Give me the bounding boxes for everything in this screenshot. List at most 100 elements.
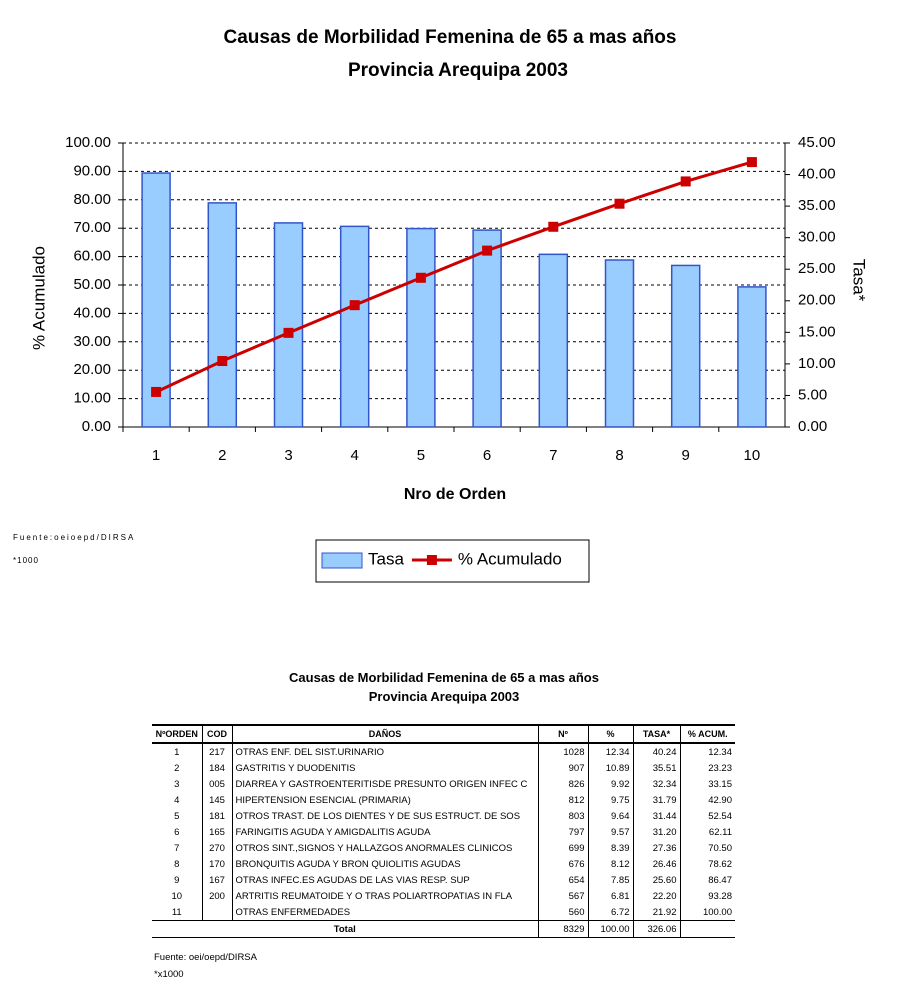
bar — [273, 222, 304, 428]
bar — [604, 259, 635, 428]
line-marker — [548, 221, 559, 232]
data-table: NºORDEN COD DAÑOS Nº% TASA*% ACUM. 1 217 OTRAS… — [152, 724, 735, 938]
y-tick-label: 20.00 — [73, 361, 111, 378]
table-cell: 12.34 — [679, 743, 735, 760]
y2-tick-label: 15.00 — [798, 323, 836, 340]
table-cell: 8.12 — [587, 856, 633, 872]
line-marker — [151, 386, 162, 397]
table-cell: 78.62 — [679, 856, 735, 872]
y2-tick-label: 5.00 — [798, 386, 827, 403]
y-tick-label: 50.00 — [73, 276, 111, 293]
table-title: Causas de Morbilidad Femenina de 65 a ma… — [289, 670, 599, 685]
bar — [538, 253, 569, 428]
table-cell: BRONQUITIS AGUDA Y BRON QUIOLITIS AGUDAS — [231, 856, 538, 872]
table-cell: 6.72 — [587, 904, 633, 921]
legend-label: Tasa — [368, 549, 404, 568]
table-cell: 145 — [201, 792, 232, 808]
header-cell: % — [587, 724, 633, 744]
table-cell: 005 — [201, 776, 232, 792]
table-cell: OTRAS ENF. DEL SIST.URINARIO — [231, 743, 538, 760]
bar — [670, 264, 701, 428]
table-cell: 907 — [537, 760, 588, 776]
table-cell: 23.23 — [679, 760, 735, 776]
table-cell: 7.85 — [587, 872, 633, 888]
table-cell: 62.11 — [679, 824, 735, 840]
total-cell: 326.06 — [632, 920, 680, 938]
table-cell: 654 — [537, 872, 588, 888]
chart-subtitle: Provincia Arequipa 2003 — [348, 60, 568, 81]
table-cell: 4 — [174, 794, 180, 806]
table-cell: 699 — [537, 840, 588, 856]
table-cell: 31.44 — [632, 808, 680, 824]
table-cell: 2 — [174, 762, 180, 774]
table-cell: 40.24 — [632, 743, 680, 760]
legend-label: % Acumulado — [458, 549, 562, 568]
table-cell: GASTRITIS Y DUODENITIS — [231, 760, 538, 776]
footnote: Fuente:oeioepd/DIRSA — [13, 533, 135, 542]
table-cell: 826 — [537, 776, 588, 792]
table-cell: 10 — [171, 890, 183, 902]
table-cell — [201, 904, 232, 921]
total-cell — [679, 920, 735, 938]
table-cell: 812 — [537, 792, 588, 808]
table-cell: 8 — [174, 858, 180, 870]
line-marker — [349, 300, 360, 311]
table-cell: 165 — [201, 824, 232, 840]
table-cell: 70.50 — [679, 840, 735, 856]
table-cell: 1 — [174, 746, 180, 758]
header-cell: NºORDEN — [152, 724, 202, 744]
table-cell: 560 — [537, 904, 588, 921]
table-cell: 567 — [537, 888, 588, 904]
table-cell: 7 — [174, 842, 180, 854]
table-cell: 9 — [174, 874, 180, 886]
y-tick-label: 70.00 — [73, 219, 111, 236]
table-cell: 5 — [174, 810, 180, 822]
table-cell: 803 — [537, 808, 588, 824]
header-cell: COD — [201, 724, 232, 744]
x-tick-label: 10 — [744, 447, 761, 464]
table-cell: 26.46 — [632, 856, 680, 872]
x-tick-label: 7 — [549, 447, 557, 464]
legend-swatch — [426, 555, 437, 565]
table-cell: 9.92 — [587, 776, 633, 792]
bar — [141, 172, 171, 428]
y2-tick-label: 0.00 — [798, 418, 827, 435]
y2-tick-label: 30.00 — [798, 229, 836, 246]
total-label: Total — [152, 920, 538, 938]
x-tick-label: 6 — [483, 447, 491, 464]
table-cell: 22.20 — [632, 888, 680, 904]
table-cell: 6 — [174, 826, 180, 838]
bar — [406, 227, 436, 428]
header-cell: TASA* — [632, 724, 680, 744]
table-cell: 93.28 — [679, 888, 735, 904]
total-cell: 8329 — [537, 920, 588, 938]
x-axis-label: Nro de Orden — [404, 486, 506, 503]
table-cell: 6.81 — [587, 888, 633, 904]
table-cell: OTROS TRAST. DE LOS DIENTES Y DE SUS EST… — [231, 808, 538, 824]
table-cell: 11 — [171, 906, 182, 918]
y2-tick-label: 40.00 — [798, 166, 836, 183]
table-row: 10 200 ARTRITIS REUMATOIDE Y O TRAS POLIAR… — [152, 888, 735, 904]
line-marker — [283, 327, 294, 338]
x-tick-label: 4 — [351, 447, 359, 464]
bar — [472, 229, 502, 428]
table-row: 2 184 GASTRITIS Y DUODENITIS 907 10.89 35.51 2… — [152, 760, 735, 776]
table-cell: 25.60 — [632, 872, 680, 888]
x-tick-label: 1 — [152, 447, 160, 464]
line — [155, 160, 753, 394]
table-cell: 12.34 — [587, 743, 633, 760]
y-tick-label: 100.00 — [65, 134, 111, 151]
x-tick-label: 9 — [682, 447, 690, 464]
table-footnote: *x1000 — [154, 969, 184, 980]
y-axis-label: % Acumulado — [29, 246, 48, 350]
x-tick-label: 2 — [218, 447, 226, 464]
table-cell: HIPERTENSION ESENCIAL (PRIMARIA) — [231, 792, 538, 808]
table-cell: 8.39 — [587, 840, 633, 856]
chart-title: Causas de Morbilidad Femenina de 65 a ma… — [224, 27, 677, 48]
total-cell: 100.00 — [587, 920, 633, 938]
table-cell: 797 — [537, 824, 588, 840]
table-cell: 52.54 — [679, 808, 735, 824]
table-cell: 35.51 — [632, 760, 680, 776]
header-row: NºORDEN COD DAÑOS Nº% TASA*% ACUM. — [152, 724, 735, 744]
table-row: 5 181 OTROS TRAST. DE LOS DIENTES Y DE SUS… — [152, 808, 735, 824]
